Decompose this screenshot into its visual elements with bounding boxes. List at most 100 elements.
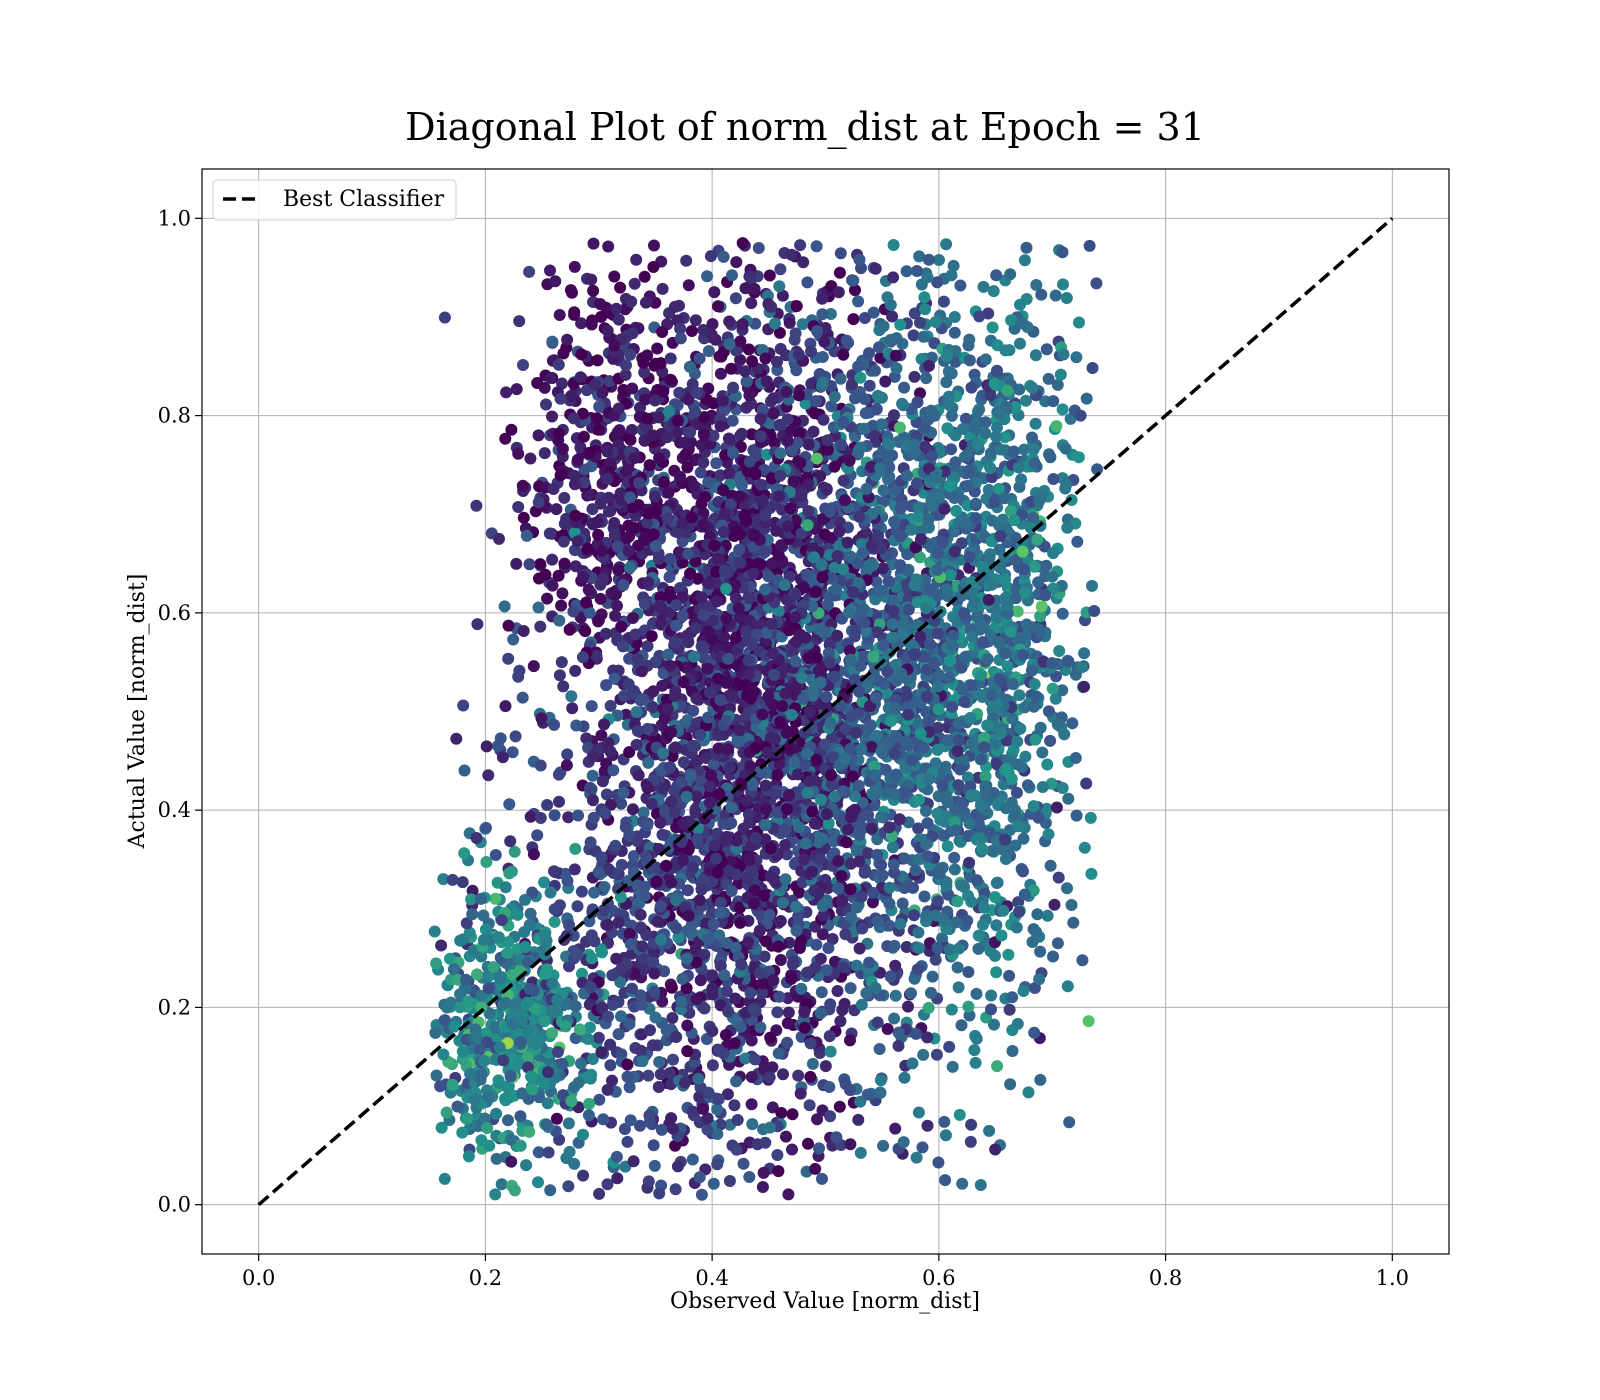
scatter-point xyxy=(555,656,568,669)
scatter-point xyxy=(1040,559,1053,572)
scatter-point xyxy=(1057,348,1070,361)
scatter-point xyxy=(989,891,1001,904)
scatter-point xyxy=(1080,392,1093,405)
scatter-point xyxy=(1005,314,1018,327)
scatter-point xyxy=(1022,1086,1035,1099)
scatter-point xyxy=(1057,278,1069,291)
scatter-point xyxy=(854,1146,867,1159)
scatter-point xyxy=(887,239,900,251)
scatter-point xyxy=(583,606,596,619)
scatter-point xyxy=(855,998,868,1011)
scatter-point xyxy=(961,914,974,927)
scatter-point xyxy=(806,1057,819,1070)
scatter-point xyxy=(874,1086,887,1099)
scatter-point xyxy=(714,960,727,973)
scatter-point xyxy=(774,954,787,966)
scatter-point xyxy=(546,1027,559,1040)
scatter-point xyxy=(756,403,769,416)
scatter-point xyxy=(931,743,944,756)
scatter-point xyxy=(641,722,654,735)
scatter-point xyxy=(507,633,520,646)
scatter-point xyxy=(923,638,936,651)
scatter-point xyxy=(721,641,734,654)
scatter-point xyxy=(608,517,621,529)
scatter-point xyxy=(752,242,765,254)
scatter-point xyxy=(819,1060,832,1073)
scatter-point xyxy=(830,583,843,596)
scatter-point xyxy=(451,1100,464,1113)
scatter-point xyxy=(596,386,609,399)
scatter-point xyxy=(704,250,717,263)
scatter-point xyxy=(707,397,720,410)
scatter-point xyxy=(856,922,869,935)
scatter-point xyxy=(794,239,807,252)
scatter-point xyxy=(871,1016,884,1029)
scatter-point xyxy=(1011,1017,1024,1030)
scatter-point xyxy=(985,989,998,1002)
scatter-point xyxy=(682,843,695,856)
scatter-point xyxy=(723,1175,736,1187)
scatter-points xyxy=(428,237,1104,1201)
scatter-point xyxy=(894,559,907,572)
scatter-point xyxy=(988,1018,1000,1031)
scatter-point xyxy=(832,855,845,867)
scatter-point xyxy=(1031,908,1044,921)
scatter-point xyxy=(1029,349,1042,362)
scatter-point xyxy=(626,612,639,624)
scatter-point xyxy=(620,708,632,721)
scatter-point xyxy=(887,605,900,618)
scatter-point xyxy=(989,949,1001,962)
scatter-point xyxy=(766,1101,779,1114)
scatter-point xyxy=(698,1002,711,1015)
scatter-point xyxy=(1034,610,1047,623)
scatter-point xyxy=(863,956,876,969)
scatter-point xyxy=(587,237,600,250)
scatter-point xyxy=(1044,734,1057,747)
scatter-point xyxy=(624,491,637,504)
scatter-point xyxy=(876,869,889,882)
scatter-point xyxy=(780,848,793,861)
scatter-point xyxy=(596,775,609,788)
scatter-point xyxy=(706,318,719,331)
scatter-point xyxy=(872,915,885,928)
scatter-point xyxy=(538,876,551,889)
scatter-point xyxy=(919,805,932,817)
scatter-point xyxy=(883,919,896,932)
scatter-point xyxy=(674,470,686,483)
scatter-point xyxy=(759,833,772,846)
scatter-point xyxy=(1066,717,1079,730)
scatter-point xyxy=(702,382,715,395)
scatter-point xyxy=(894,318,907,331)
scatter-point xyxy=(982,307,995,320)
scatter-point xyxy=(970,987,983,1000)
scatter-point xyxy=(437,873,450,886)
scatter-point xyxy=(866,507,879,520)
scatter-point xyxy=(938,914,951,927)
scatter-point xyxy=(597,1113,610,1126)
scatter-point xyxy=(991,421,1003,434)
scatter-point xyxy=(990,919,1003,932)
scatter-point xyxy=(916,1141,929,1154)
scatter-point xyxy=(511,908,524,921)
scatter-point xyxy=(744,760,757,773)
scatter-point xyxy=(680,661,692,674)
scatter-point xyxy=(945,443,958,456)
scatter-point xyxy=(603,375,616,388)
scatter-point xyxy=(1091,463,1104,476)
scatter-point xyxy=(896,619,909,632)
scatter-point xyxy=(638,889,651,902)
scatter-point xyxy=(799,397,812,410)
scatter-point xyxy=(576,967,588,980)
scatter-point xyxy=(767,407,780,420)
scatter-point xyxy=(701,1123,714,1136)
scatter-point xyxy=(585,700,598,713)
scatter-point xyxy=(640,296,652,309)
scatter-point xyxy=(601,1083,614,1096)
scatter-point xyxy=(861,1088,874,1101)
scatter-point xyxy=(979,416,992,429)
scatter-point xyxy=(912,717,925,730)
scatter-point xyxy=(693,1090,706,1103)
scatter-point xyxy=(508,1184,521,1197)
scatter-point xyxy=(913,250,926,263)
scatter-point xyxy=(922,1001,935,1014)
